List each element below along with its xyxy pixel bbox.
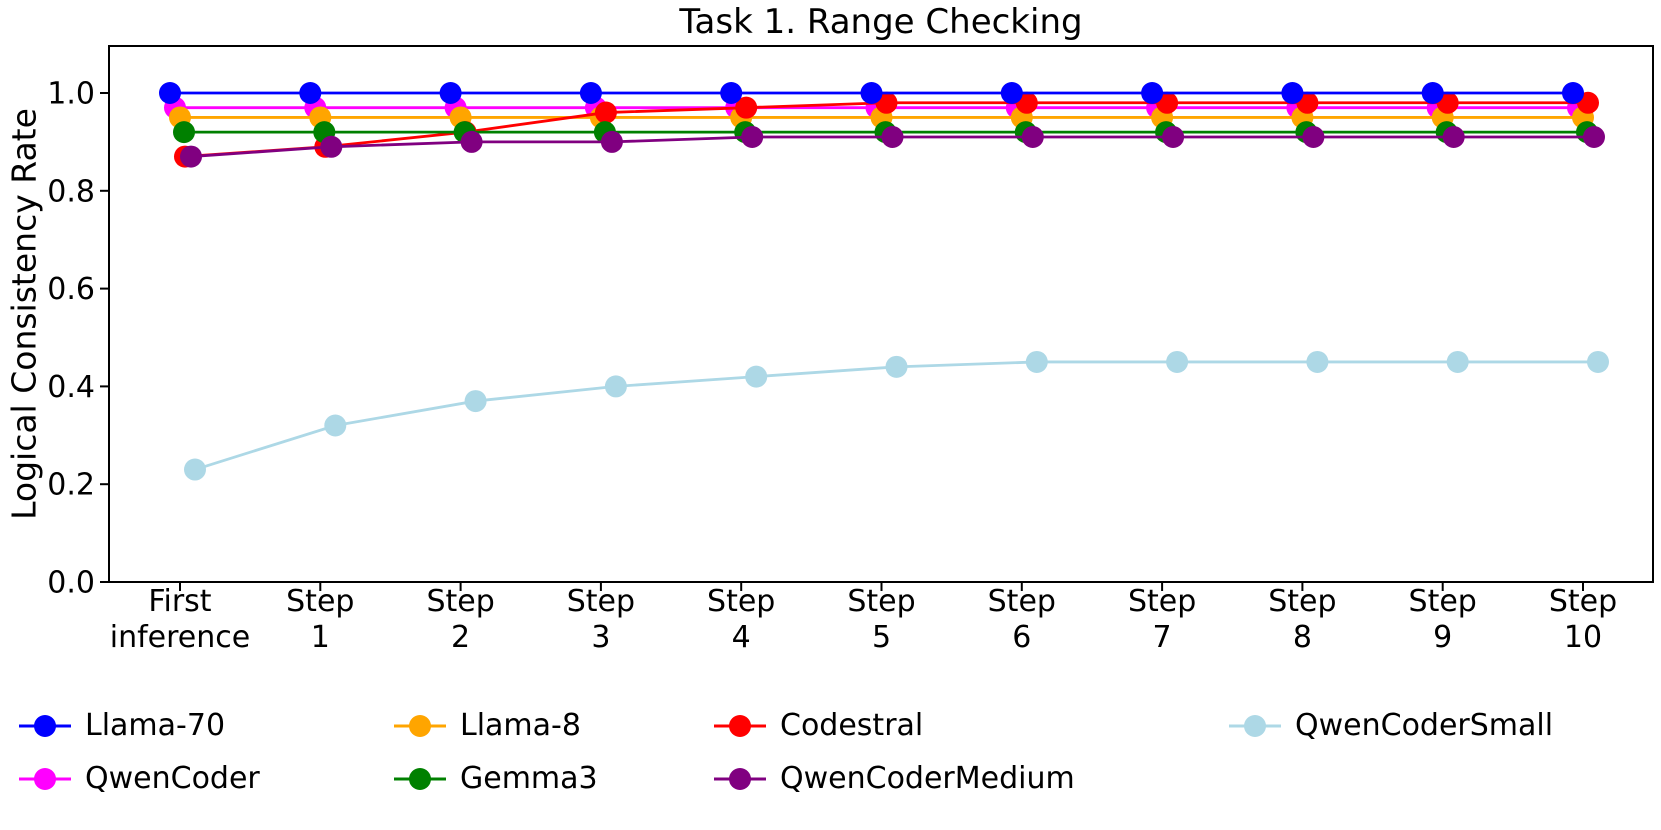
chart-title: Task 1. Range Checking xyxy=(679,2,1083,42)
data-point xyxy=(1166,350,1189,373)
data-point xyxy=(881,126,904,149)
data-point xyxy=(885,355,908,378)
data-point xyxy=(184,458,206,481)
data-point xyxy=(741,126,764,149)
x-tick-label: Step 3 xyxy=(567,584,635,655)
series-line xyxy=(194,360,1598,471)
data-point xyxy=(1162,126,1185,149)
data-point xyxy=(594,101,617,124)
series-QwenCoderSmall xyxy=(184,350,1609,481)
data-point xyxy=(1141,82,1164,104)
data-point xyxy=(745,365,768,388)
x-tick-label: Step 9 xyxy=(1409,584,1477,655)
data-point xyxy=(1421,82,1444,104)
series-QwenCoderMedium xyxy=(180,126,1605,168)
data-point xyxy=(1306,350,1329,373)
x-tick-label: Step 6 xyxy=(988,584,1056,655)
data-point xyxy=(159,82,181,104)
y-tick-label: 1.0 xyxy=(47,77,95,112)
x-tick-label: Step 1 xyxy=(286,584,354,655)
data-point xyxy=(579,82,602,104)
data-point xyxy=(1587,350,1609,373)
data-point xyxy=(460,130,483,153)
y-tick-label: 0.0 xyxy=(47,566,95,601)
data-point xyxy=(1583,126,1605,149)
y-tick-label: 0.4 xyxy=(47,370,95,405)
x-tick-label: Step 8 xyxy=(1268,584,1336,655)
data-point xyxy=(299,82,322,104)
data-point xyxy=(324,414,347,437)
y-tick-label: 0.2 xyxy=(47,468,95,503)
data-point xyxy=(1025,350,1048,373)
data-point xyxy=(464,390,487,413)
x-tick-label: Step 5 xyxy=(847,584,915,655)
y-axis: 0.0 0.2 0.4 0.6 0.8 1.0 xyxy=(47,77,109,601)
x-tick-label: Step 10 xyxy=(1549,584,1617,655)
data-point xyxy=(1442,126,1465,149)
data-point xyxy=(735,96,758,119)
data-point xyxy=(1000,82,1023,104)
x-tick-label: Step 4 xyxy=(707,584,775,655)
data-point xyxy=(320,135,343,158)
series-Llama-70 xyxy=(159,82,1584,104)
data-point xyxy=(1446,350,1469,373)
x-tick-label: Step 2 xyxy=(426,584,494,655)
data-point xyxy=(173,121,195,144)
y-tick-label: 0.6 xyxy=(47,272,95,307)
data-point xyxy=(1302,126,1325,149)
x-axis: First inference Step 1 Step 2 Step 3 Step 4 Step 5 S… xyxy=(110,582,1617,655)
data-point xyxy=(860,82,883,104)
x-tick-label: First inference xyxy=(110,584,250,655)
data-point xyxy=(600,130,623,153)
data-point xyxy=(1562,82,1584,104)
data-point xyxy=(439,82,462,104)
data-point xyxy=(1021,126,1044,149)
x-tick-label: Step 7 xyxy=(1128,584,1196,655)
data-point xyxy=(720,82,743,104)
data-point xyxy=(1281,82,1304,104)
data-point xyxy=(180,145,202,168)
y-tick-label: 0.8 xyxy=(47,174,95,209)
data-point xyxy=(604,375,627,398)
